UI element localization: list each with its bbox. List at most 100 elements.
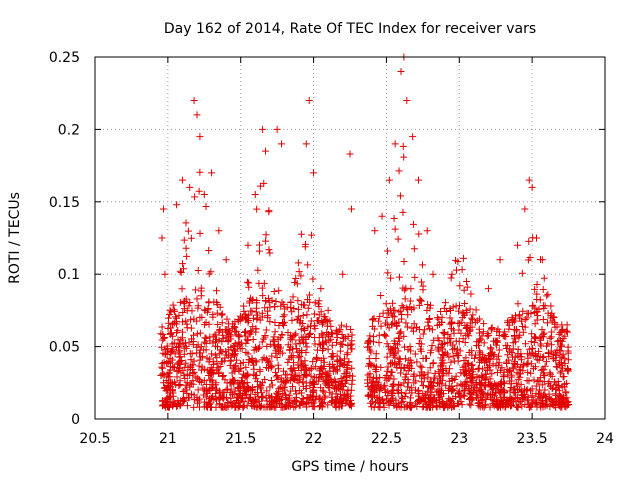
data-point (183, 307, 191, 315)
x-tick-label: 22 (305, 431, 323, 447)
data-point (559, 334, 567, 342)
data-point (266, 318, 274, 326)
data-point (272, 373, 280, 381)
data-point (379, 395, 387, 403)
data-point (214, 320, 222, 328)
data-point (282, 371, 290, 379)
data-point (317, 285, 325, 293)
data-point (249, 314, 257, 322)
data-point (444, 330, 452, 338)
data-point (339, 270, 347, 278)
data-point (457, 380, 465, 388)
data-point (455, 400, 463, 408)
data-point (323, 370, 331, 378)
data-point (402, 319, 410, 327)
data-point (551, 323, 559, 331)
data-point (281, 305, 289, 313)
data-point (564, 356, 572, 364)
chart-title: Day 162 of 2014, Rate Of TEC Index for r… (164, 21, 536, 37)
data-point (477, 372, 485, 380)
data-point (314, 300, 322, 308)
data-point (329, 330, 337, 338)
data-point (278, 298, 286, 306)
grid (95, 57, 605, 419)
data-point (416, 335, 424, 343)
data-point (400, 153, 408, 161)
data-point (196, 168, 204, 176)
data-point (161, 350, 169, 358)
data-point (227, 378, 235, 386)
data-point (514, 360, 522, 368)
data-point (340, 355, 348, 363)
data-point (336, 347, 344, 355)
data-point (218, 319, 226, 327)
data-point (196, 329, 204, 337)
data-point (202, 334, 210, 342)
data-point (194, 386, 202, 394)
data-point (438, 380, 446, 388)
data-point (486, 381, 494, 389)
data-point (443, 369, 451, 377)
data-point (183, 379, 191, 387)
data-point (301, 240, 309, 248)
data-point (205, 246, 213, 254)
data-point (196, 313, 204, 321)
data-point (193, 295, 201, 303)
data-point (302, 348, 310, 356)
data-point (403, 402, 411, 410)
data-point (471, 318, 479, 326)
data-point (507, 383, 515, 391)
data-point (278, 378, 286, 386)
data-point (453, 382, 461, 390)
data-point (260, 179, 268, 187)
data-point (347, 205, 355, 213)
data-point (539, 369, 547, 377)
data-point (282, 402, 290, 410)
data-point (559, 325, 567, 333)
data-point (445, 353, 453, 361)
data-point (365, 343, 373, 351)
data-point (506, 394, 514, 402)
data-point (218, 311, 226, 319)
data-point (468, 374, 476, 382)
data-point (552, 350, 560, 358)
data-point (313, 346, 321, 354)
data-point (205, 270, 213, 278)
data-point (413, 358, 421, 366)
data-point (311, 340, 319, 348)
data-point (411, 273, 419, 281)
data-point (299, 378, 307, 386)
data-point (256, 403, 264, 411)
data-point (194, 341, 202, 349)
data-point (240, 328, 248, 336)
data-point (287, 333, 295, 341)
data-point (292, 340, 300, 348)
data-point (328, 390, 336, 398)
data-point (539, 354, 547, 362)
data-point (318, 330, 326, 338)
data-point (319, 318, 327, 326)
data-point (497, 366, 505, 374)
data-point (240, 302, 248, 310)
data-point (366, 399, 374, 407)
data-point (439, 370, 447, 378)
data-point (342, 323, 350, 331)
data-point (185, 394, 193, 402)
data-point (478, 401, 486, 409)
data-point (234, 343, 242, 351)
data-point (298, 346, 306, 354)
data-point (209, 381, 217, 389)
data-point (457, 369, 465, 377)
data-point (321, 313, 329, 321)
data-point (395, 318, 403, 326)
data-point (252, 308, 260, 316)
data-point (548, 372, 556, 380)
data-point (164, 314, 172, 322)
data-point (273, 354, 281, 362)
data-point (271, 368, 279, 376)
data-point (182, 219, 190, 227)
data-point (305, 291, 313, 299)
data-point (324, 345, 332, 353)
data-point (241, 394, 249, 402)
data-point (212, 390, 220, 398)
